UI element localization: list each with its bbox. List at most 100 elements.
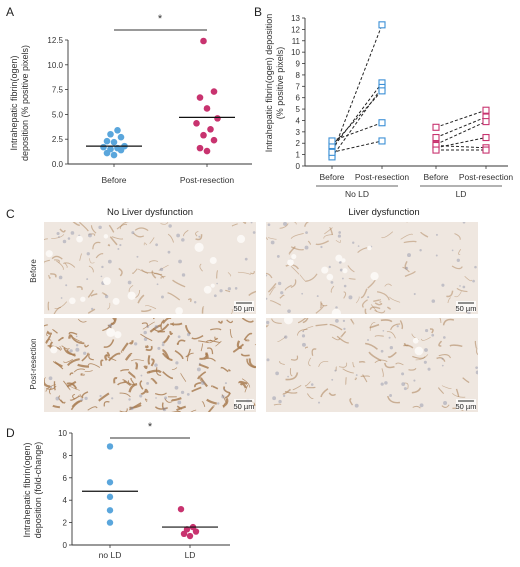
micrograph-vacuole — [341, 258, 346, 263]
micrograph-stain-strand — [476, 347, 478, 356]
micrograph-grid: 50 µm 50 µm 50 µm 50 µm — [44, 222, 478, 412]
micrograph-stain-strand — [204, 352, 209, 359]
panel-a-point — [100, 143, 107, 151]
panel-d-ylabel-line2: deposition (fold-change) — [33, 442, 43, 539]
panel-a-point — [114, 126, 121, 134]
micrograph-nucleus — [419, 403, 424, 408]
micrograph-nucleus — [161, 343, 165, 347]
micrograph-nucleus — [328, 265, 331, 269]
micrograph-stain-strand — [285, 264, 300, 270]
panel-b-ytick-label: 12 — [291, 25, 300, 34]
micrograph-stain-strand — [271, 318, 282, 324]
micrograph-stain-strand — [109, 236, 118, 246]
micrograph-vacuole — [76, 235, 83, 243]
micrograph-stain-strand — [403, 344, 414, 349]
micrograph-stain-strand — [386, 306, 391, 310]
micrograph-nucleus — [193, 301, 197, 304]
micrograph-stain-strand — [373, 298, 381, 303]
micrograph-stain-strand — [231, 223, 238, 227]
micrograph-stain-strand — [229, 329, 233, 338]
micrograph-stain-strand — [53, 381, 56, 391]
micrograph-stain-strand — [237, 271, 251, 275]
micrograph-stain-strand — [384, 283, 392, 287]
micrograph-stain-strand — [59, 345, 62, 351]
panel-b-xtick-before-nold: Before — [319, 172, 344, 182]
micrograph-stain-strand — [242, 222, 247, 224]
micrograph-stain-strand — [403, 240, 417, 244]
micrograph-stain-strand — [49, 387, 52, 395]
micrograph-texture — [44, 318, 256, 412]
micrograph-stain-strand — [141, 269, 152, 274]
micrograph-stain-strand — [135, 289, 141, 299]
micrograph-stain-strand — [412, 355, 426, 359]
micrograph-stain-strand — [464, 275, 473, 282]
micrograph-stain-strand — [77, 318, 87, 323]
panel-d-point — [186, 532, 194, 540]
micrograph-nucleus — [224, 382, 227, 385]
micrograph-nucleus — [139, 394, 143, 398]
micrograph-nucleus — [272, 396, 277, 401]
micrograph-stain-strand — [267, 282, 277, 293]
micrograph-nucleus — [128, 398, 131, 401]
panel-c-letter: C — [6, 207, 15, 221]
micrograph-nucleus — [424, 348, 428, 352]
micrograph-nucleus — [221, 395, 225, 399]
micrograph-nucleus — [443, 401, 448, 405]
micrograph-noLD-post: 50 µm — [44, 318, 256, 412]
micrograph-stain-strand — [57, 336, 64, 342]
panel-b-nold-pair-line — [331, 90, 383, 146]
panel-d-axes: 0 2 4 6 8 10 — [58, 429, 230, 550]
micrograph-nucleus — [180, 390, 185, 395]
micrograph-stain-strand — [130, 359, 145, 362]
micrograph-stain-strand — [254, 344, 256, 346]
micrograph-nucleus — [316, 295, 319, 298]
micrograph-nucleus — [382, 329, 385, 332]
micrograph-stain-strand — [270, 300, 282, 306]
micrograph-stain-strand — [161, 402, 165, 411]
micrograph-stain-strand — [144, 398, 148, 403]
micrograph-stain-strand — [127, 380, 135, 386]
micrograph-stain-strand — [438, 340, 443, 347]
micrograph-stain-strand — [441, 385, 452, 390]
micrograph-nucleus — [223, 388, 226, 391]
micrograph-stain-strand — [284, 284, 292, 291]
micrograph-vacuole — [283, 318, 293, 325]
micrograph-stain-strand — [446, 290, 454, 298]
micrograph-nucleus — [101, 265, 104, 269]
micrograph-nucleus — [99, 394, 102, 398]
micrograph-stain-strand — [343, 291, 347, 299]
micrograph-scale-bg — [456, 301, 476, 312]
micrograph-stain-strand — [452, 393, 466, 398]
micrograph-nucleus — [287, 309, 291, 314]
panel-a-point — [203, 105, 211, 112]
micrograph-stain-strand — [160, 222, 169, 225]
micrograph-vacuole — [367, 245, 372, 251]
micrograph-vacuole — [50, 346, 58, 354]
micrograph-stain-strand — [151, 270, 157, 279]
micrograph-nucleus — [58, 275, 63, 280]
micrograph-stain-strand — [44, 379, 51, 388]
micrograph-stain-strand — [239, 382, 247, 389]
micrograph-stain-strand — [116, 223, 128, 230]
micrograph-stain-strand — [61, 345, 70, 350]
micrograph-nucleus — [107, 259, 112, 264]
panel-b-nold-pair-line — [331, 82, 383, 150]
micrograph-nucleus — [201, 381, 205, 385]
micrograph-nucleus — [396, 325, 399, 328]
micrograph-nucleus — [282, 394, 286, 397]
micrograph-stain-strand — [304, 222, 310, 227]
micrograph-stain-strand — [69, 372, 74, 376]
panel-a-point — [110, 151, 118, 159]
panel-b-group-ld: LD — [456, 189, 467, 199]
micrograph-nucleus — [157, 346, 161, 350]
micrograph-stain-strand — [198, 375, 203, 383]
panel-b-nold-pair-line — [331, 87, 383, 158]
micrograph-stain-strand — [195, 231, 199, 237]
micrograph-nucleus — [318, 401, 321, 404]
micrograph-stain-strand — [404, 382, 409, 390]
micrograph-stain-strand — [221, 394, 227, 404]
micrograph-scale-label: 50 µm — [456, 304, 477, 313]
micrograph-stain-strand — [187, 298, 192, 303]
micrograph-nucleus — [164, 396, 168, 400]
micrograph-stain-strand — [347, 265, 355, 273]
